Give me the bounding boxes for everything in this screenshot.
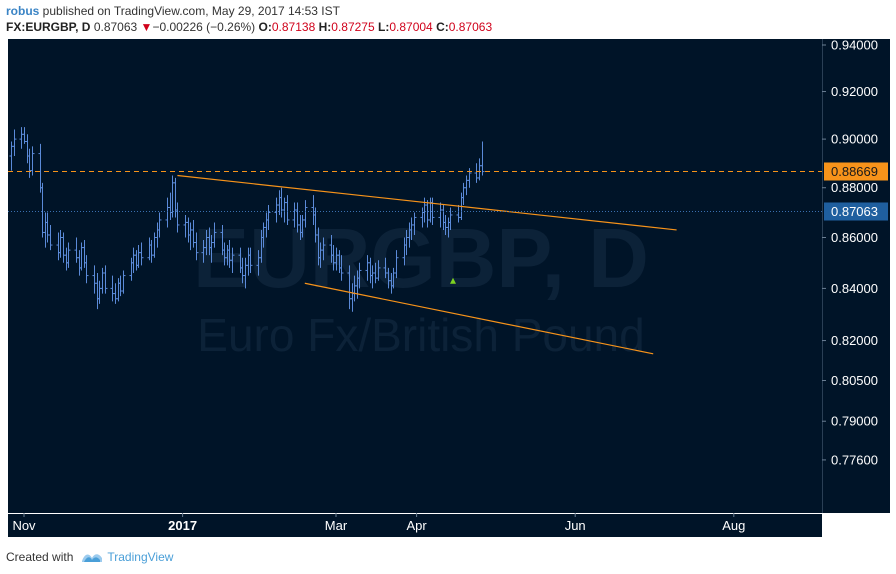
open-label: O: [258, 20, 272, 34]
high-value: 0.87275 [331, 20, 375, 34]
ohlc-bar [139, 242, 144, 266]
watermark-symbol: EURGBP, D [193, 211, 649, 305]
trendline-1[interactable] [177, 174, 677, 231]
y-tick-label: 0.84000 [831, 281, 878, 296]
price-change: −0.00226 (−0.26%) [152, 20, 256, 34]
ohlc-bar [230, 247, 235, 274]
y-tick-label: 0.88000 [831, 180, 878, 195]
tradingview-logo-icon[interactable] [81, 550, 103, 564]
y-tick-label: 0.90000 [831, 132, 878, 147]
chart-area[interactable]: EURGBP, D Euro Fx/British Pound 0.88669 0.8… [6, 38, 890, 537]
low-value: 0.87004 [389, 20, 433, 34]
ohlc-bar [303, 200, 308, 228]
ohlc-bar [321, 237, 326, 261]
ohlc-line: FX:EURGBP, D 0.87063 ▼−0.00226 (−0.26%) … [6, 19, 886, 35]
ohlc-bar [12, 129, 17, 157]
open-value: 0.87138 [271, 20, 316, 34]
chart-header: robus published on TradingView.com, May … [6, 3, 886, 35]
down-arrow-icon: ▼ [140, 20, 153, 34]
y-tick-label: 0.82000 [831, 333, 878, 348]
publish-line: robus published on TradingView.com, May … [6, 3, 886, 19]
y-tick-label: 0.94000 [831, 39, 878, 53]
x-tick-label: Nov [12, 518, 36, 533]
tradingview-link[interactable]: TradingView [107, 550, 174, 564]
price-tag-label-2: 0.87063 [831, 204, 878, 219]
x-tick-label: 2017 [168, 518, 197, 533]
ohlc-bar [212, 222, 217, 248]
high-label: H: [318, 20, 332, 34]
ohlc-bar [357, 262, 362, 289]
ohlc-bar [376, 260, 381, 281]
y-tick-label: 0.92000 [831, 84, 878, 99]
symbol-label[interactable]: FX:EURGBP, D [6, 20, 91, 34]
ohlc-bar [157, 212, 162, 238]
plot-background [8, 39, 822, 513]
ohlc-bar [248, 247, 253, 274]
ohlc-bar [480, 141, 485, 176]
ohlc-bar [66, 242, 71, 268]
ohlc-bar [339, 255, 344, 281]
y-tick-label: 0.79000 [831, 414, 878, 429]
time-axis[interactable] [8, 514, 822, 537]
price-tag-2 [824, 202, 888, 221]
trendline-2[interactable] [304, 282, 654, 355]
low-label: L: [378, 20, 390, 34]
ohlc-bar [412, 212, 417, 235]
annotation-triangle-icon [450, 277, 456, 284]
ohlc-bar [84, 255, 89, 284]
x-tick-label: Mar [325, 518, 348, 533]
created-with-text: Created with [6, 550, 74, 564]
price-axis[interactable] [823, 39, 890, 513]
ohlc-bar [194, 232, 199, 261]
ohlc-bar [175, 202, 180, 233]
author-link[interactable]: robus [6, 4, 40, 18]
ohlc-bar [121, 270, 126, 294]
close-label: C: [436, 20, 449, 34]
ohlc-bar [394, 250, 399, 279]
ohlc-bar [48, 224, 53, 251]
watermark-description: Euro Fx/British Pound [197, 309, 644, 361]
ohlc-bar [285, 195, 290, 225]
x-tick-label: Jun [565, 518, 586, 533]
ohlc-bar [448, 207, 453, 230]
price-tag-label-1: 0.88669 [831, 164, 878, 179]
y-tick-label: 0.86000 [831, 230, 878, 245]
y-tick-label: 0.80500 [831, 373, 878, 388]
ohlc-bar [103, 265, 108, 294]
ohlc-bar [30, 146, 35, 176]
x-tick-label: Apr [406, 518, 427, 533]
x-tick-label: Aug [722, 518, 745, 533]
published-text: published on TradingView.com, May 29, 20… [39, 4, 340, 18]
y-tick-label: 0.77600 [831, 452, 878, 467]
footer: Created with TradingView [6, 547, 173, 567]
price-tag-1 [824, 162, 888, 181]
last-price: 0.87063 [93, 20, 138, 34]
ohlc-bar [266, 205, 271, 230]
close-value: 0.87063 [448, 20, 493, 34]
